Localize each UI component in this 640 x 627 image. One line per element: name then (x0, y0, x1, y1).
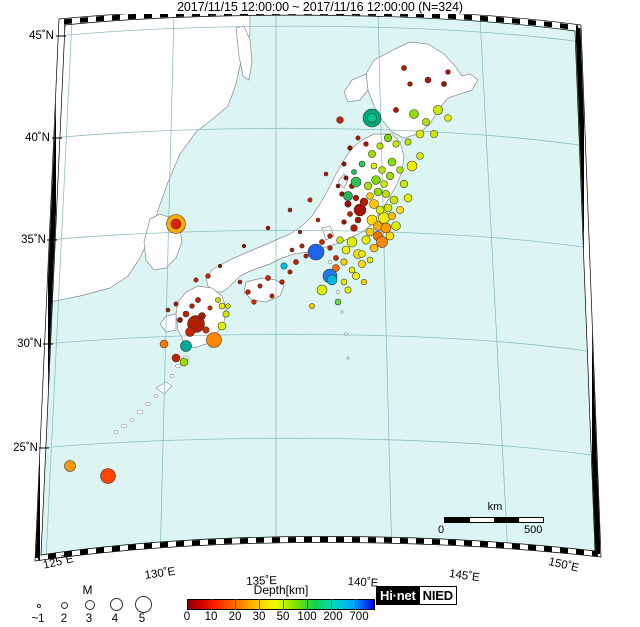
magnitude-label-1: ~1 (31, 613, 45, 625)
depth-legend: Depth[km] 0 10 20 30 50 100 200 700 (183, 583, 379, 626)
logo-nied-text: NIED (418, 587, 456, 604)
lon-label-145: 145˚E (448, 568, 481, 585)
scale-unit-label: km (487, 501, 503, 513)
magnitude-symbol-5 (135, 596, 152, 613)
logo-hinet-text: Hi·net (377, 587, 419, 604)
magnitude-legend: M ~1 2 3 4 5 (20, 583, 155, 626)
seismicity-map[interactable]: 45˚N 40˚N 35˚N 30˚N 25˚N 125˚E 130˚E 135… (0, 14, 640, 590)
magnitude-label-3: 3 (85, 613, 93, 625)
lat-label-45: 45˚N (29, 30, 54, 42)
sakhalin (235, 25, 253, 81)
depth-colorbar (187, 599, 375, 610)
depth-legend-labels: 0 10 20 30 50 100 200 700 (183, 611, 379, 625)
japan-hokkaido (343, 41, 479, 139)
depth-legend-title: Depth[km] (253, 583, 309, 597)
hinet-nied-logo: Hi·net NIED (376, 586, 457, 605)
magnitude-label-2: 2 (60, 613, 68, 625)
magnitude-symbol-4 (110, 598, 123, 611)
scale-max-label: 500 (524, 524, 543, 536)
lat-label-35: 35˚N (21, 234, 46, 246)
depth-label-100: 100 (297, 611, 317, 623)
lat-label-30: 30˚N (17, 338, 42, 350)
magnitude-label-5: 5 (138, 613, 146, 625)
scale-bar-graphic (444, 517, 544, 523)
lat-label-40: 40˚N (25, 132, 50, 144)
magnitude-legend-symbols (20, 596, 155, 614)
map-frame-border (35, 14, 601, 561)
scale-bar: km 0 500 (438, 501, 550, 537)
map-body (38, 14, 598, 559)
magnitude-label-4: 4 (111, 613, 119, 625)
magnitude-symbol-3 (85, 600, 95, 610)
magnitude-legend-title: M (82, 583, 93, 597)
magnitude-symbol-1 (37, 604, 41, 608)
depth-label-0: 0 (183, 611, 191, 623)
depth-label-10: 10 (204, 611, 218, 623)
depth-label-200: 200 (323, 611, 343, 623)
map-frame-outline (34, 14, 602, 562)
depth-label-700: 700 (349, 611, 369, 623)
magnitude-legend-labels: ~1 2 3 4 5 (20, 613, 155, 627)
lat-label-25: 25˚N (13, 442, 38, 454)
scale-min-label: 0 (438, 524, 445, 536)
depth-colorbar-ticks (187, 599, 375, 610)
depth-label-50: 50 (276, 611, 290, 623)
lat-ticks (39, 35, 66, 449)
map-canvas[interactable] (0, 14, 640, 570)
depth-label-20: 20 (228, 611, 242, 623)
page-title: 2017/11/15 12:00:00 ~ 2017/11/16 12:00:0… (177, 0, 463, 14)
epicenter-markers (64, 65, 452, 484)
magnitude-symbol-2 (61, 602, 68, 609)
depth-label-30: 30 (252, 611, 266, 623)
graticule-parallels (39, 25, 598, 457)
